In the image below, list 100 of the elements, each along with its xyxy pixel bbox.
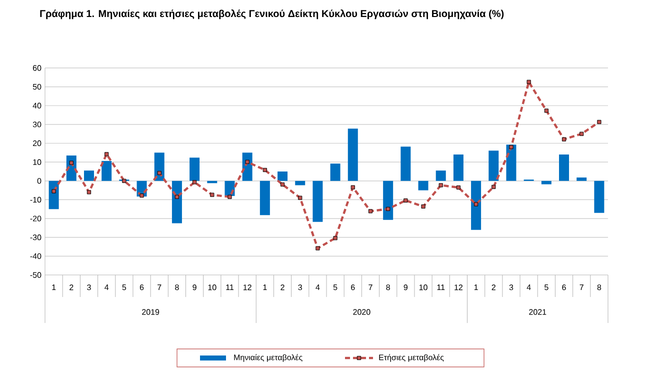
point — [474, 202, 478, 206]
point — [597, 120, 602, 124]
point — [174, 194, 180, 199]
x-tick-label: 8 — [175, 284, 179, 290]
x-tick-label: 11 — [437, 284, 445, 290]
y-tick-label: 30 — [32, 122, 42, 128]
text: 2021 — [529, 309, 546, 315]
point — [69, 160, 74, 165]
point — [210, 192, 214, 197]
x-tick-label: 6 — [562, 284, 566, 290]
x-tick-label: 7 — [368, 284, 372, 290]
bar — [278, 171, 288, 181]
x-tick-label: 5 — [333, 284, 338, 290]
point — [456, 185, 461, 190]
point — [192, 180, 197, 184]
x-tick-label: 7 — [580, 284, 584, 290]
y-tick-label: 20 — [32, 140, 42, 146]
point — [386, 206, 390, 211]
x-tick-label: 4 — [104, 284, 109, 290]
bar — [594, 180, 604, 213]
x-tick-label: 7 — [158, 284, 162, 290]
bar — [84, 170, 94, 181]
x-tick-label: 3 — [87, 284, 91, 290]
x-tick-label: 1 — [52, 284, 56, 290]
point — [562, 137, 566, 142]
y-tick-label: 40 — [32, 102, 42, 108]
point — [509, 144, 514, 150]
chart-title: Γράφημα 1. Μηνιαίες και ετήσιες μεταβολές Γενικού Δείκτη Κύκλου Εργασιών στη Βιομηχανία (%) — [40, 10, 504, 20]
legend-label: Μηνιαίες μεταβολές — [234, 354, 302, 362]
x-tick-label: 1 — [263, 284, 267, 290]
bar — [418, 180, 428, 190]
point — [262, 168, 267, 172]
point — [438, 183, 443, 188]
bar — [260, 180, 270, 216]
x-tick-label: 12 — [454, 284, 462, 290]
x-tick-label: 6 — [140, 284, 144, 290]
x-tick-label: 1 — [474, 284, 478, 290]
y-tick-label: 0 — [37, 178, 42, 184]
point — [580, 132, 584, 136]
x-tick-label: 9 — [404, 284, 408, 290]
y-tick-label: 60 — [32, 65, 42, 71]
point — [157, 170, 162, 176]
bar — [541, 180, 552, 184]
x-tick-label: 4 — [316, 284, 320, 290]
point — [368, 209, 373, 214]
y-tick-label: 50 — [32, 84, 42, 90]
point — [404, 198, 408, 203]
text: 2019 — [142, 309, 160, 315]
bar — [348, 128, 358, 181]
point — [104, 152, 109, 156]
bar — [400, 146, 411, 181]
x-tick-label: 3 — [298, 284, 302, 290]
bar — [506, 144, 516, 181]
point — [350, 185, 355, 190]
point — [316, 246, 320, 250]
x-tick-label: 2 — [70, 284, 74, 290]
bar — [488, 150, 499, 181]
y-tick-label: -50 — [30, 272, 42, 278]
point — [245, 160, 250, 164]
y-tick-label: 10 — [33, 159, 42, 165]
x-tick-label: 2 — [280, 284, 284, 290]
x-tick-label: 8 — [597, 284, 602, 290]
text: 2020 — [353, 309, 370, 315]
x-tick-label: 5 — [544, 284, 548, 290]
point — [280, 182, 285, 187]
legend-label: Ετήσιες μεταβολές — [379, 354, 444, 362]
point — [86, 190, 92, 194]
x-tick-label: 10 — [419, 284, 428, 290]
bar — [471, 180, 482, 230]
bar — [190, 158, 200, 181]
bar — [172, 180, 182, 224]
bar — [559, 154, 570, 181]
point — [140, 194, 144, 198]
point — [122, 178, 126, 183]
bar — [383, 180, 394, 220]
y-tick-label: -40 — [30, 253, 42, 259]
point — [52, 189, 56, 194]
point — [228, 194, 232, 199]
x-tick-label: 3 — [509, 284, 514, 290]
point — [421, 204, 426, 209]
x-tick-label: 5 — [122, 284, 126, 290]
point — [333, 236, 338, 240]
bar — [576, 178, 587, 181]
point — [544, 108, 548, 113]
bar — [330, 164, 340, 181]
x-tick-label: 12 — [243, 284, 252, 290]
x-tick-label: 10 — [208, 284, 216, 290]
y-tick-label: -10 — [30, 196, 42, 203]
bar — [436, 170, 446, 181]
x-tick-label: 2 — [492, 284, 496, 290]
x-tick-label: 4 — [526, 284, 531, 290]
y-tick-label: -20 — [30, 216, 42, 222]
point — [492, 184, 496, 189]
x-tick-label: 9 — [192, 284, 196, 290]
bar — [102, 160, 112, 181]
x-tick-label: 6 — [351, 284, 355, 290]
point — [298, 196, 302, 200]
point — [526, 80, 531, 84]
x-tick-label: 8 — [386, 284, 390, 290]
bar — [453, 154, 464, 181]
